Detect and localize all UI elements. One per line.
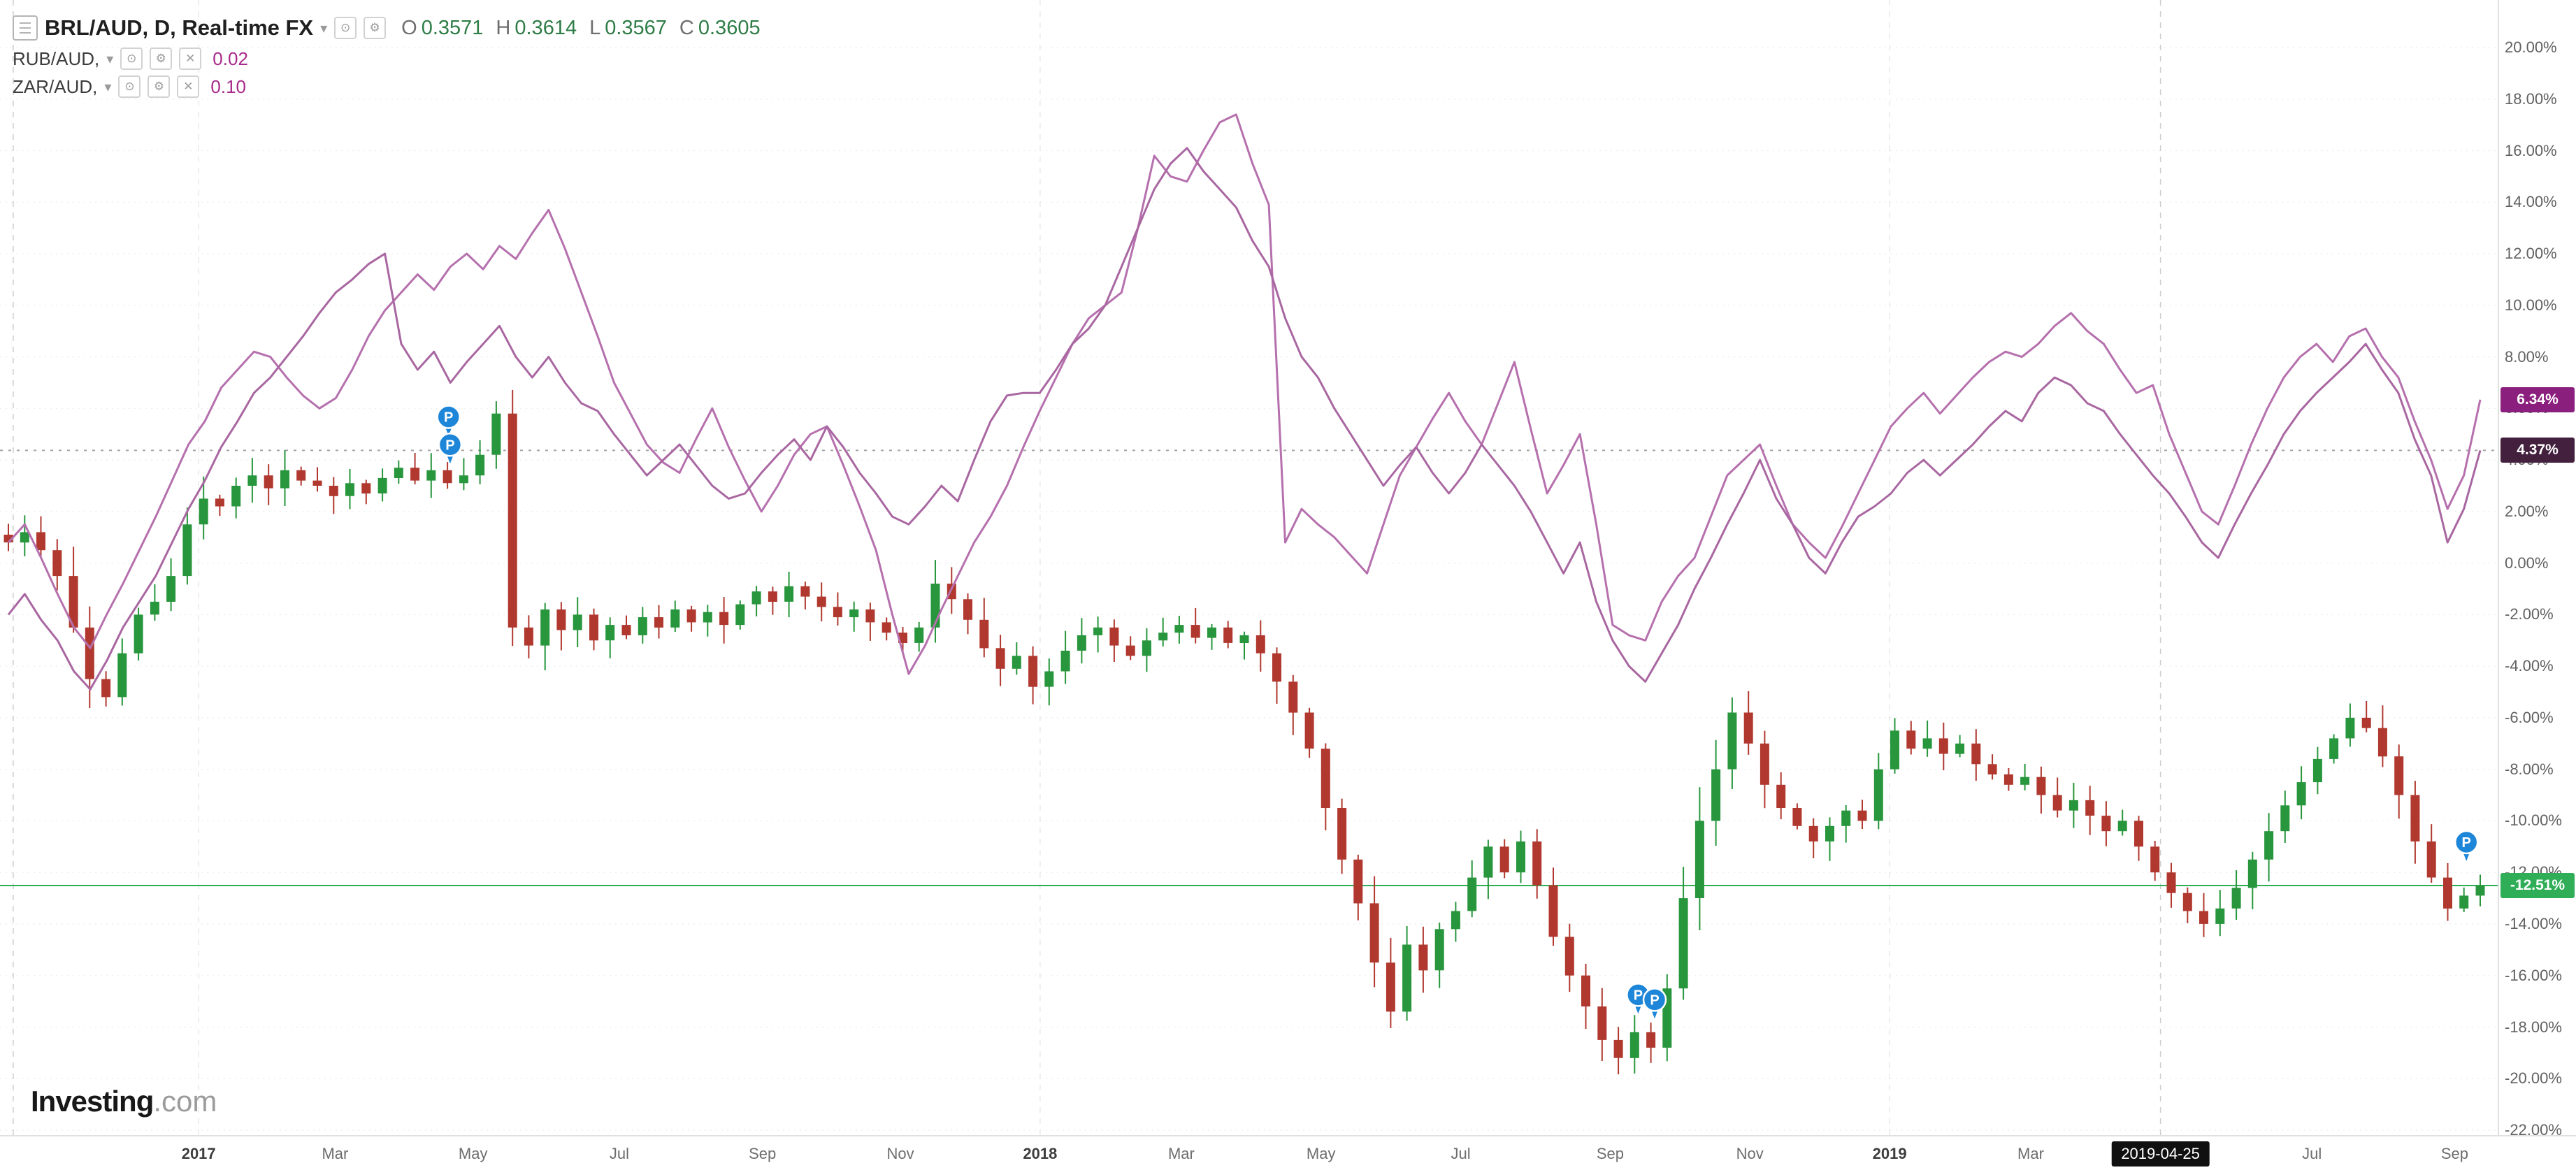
price-axis[interactable]: 20.00% 18.00% 16.00% 14.00% 12.00% 10.00% 8.00… [2498, 0, 2576, 1139]
open-label: O [401, 16, 417, 39]
line-series-zar-aud [7, 147, 2482, 691]
y-axis-label: -4.00% [2505, 657, 2554, 675]
close-value: 0.3605 [698, 16, 761, 39]
main-symbol-row: BRL/AUD, D, Real-time FX ▾ ⊙ ⚙ O 0.3571 H… [13, 14, 761, 42]
x-axis-label: Nov [886, 1145, 914, 1162]
pin-letter: P [1650, 992, 1659, 1008]
y-axis-label: -8.00% [2505, 760, 2554, 778]
chart-canvas[interactable]: PPP PP [0, 0, 2499, 1135]
pin-letter: P [1634, 988, 1643, 1003]
time-axis[interactable]: 2017 Mar May Jul Sep Nov 2018 Mar May Jul Sep Nov 20… [0, 1135, 2576, 1170]
pin-letter: P [444, 410, 453, 426]
x-axis-label: Mar [322, 1145, 349, 1162]
overlay-symbol-rubaud[interactable]: RUB/AUD, [13, 48, 100, 69]
chevron-down-icon[interactable]: ▾ [104, 79, 112, 95]
investing-logo[interactable]: Investing.com [31, 1085, 217, 1118]
eye-icon[interactable]: ⊙ [120, 48, 143, 70]
y-axis-label: -10.00% [2505, 811, 2562, 830]
open-value: 0.3571 [421, 16, 484, 39]
ohlc-values: O 0.3571 H 0.3614 L 0.3567 C 0.3605 [401, 17, 760, 40]
close-icon[interactable]: ✕ [177, 75, 200, 98]
chevron-down-icon[interactable]: ▾ [320, 20, 328, 36]
x-axis-label: Sep [749, 1145, 777, 1162]
x-axis-label: May [1306, 1145, 1336, 1162]
x-axis-label: Mar [2017, 1145, 2044, 1162]
pin-letter: P [2462, 835, 2471, 851]
line-series-rub-aud [7, 113, 2482, 675]
high-value: 0.3614 [515, 16, 577, 39]
eye-icon[interactable]: ⊙ [118, 75, 141, 98]
y-axis-label: -2.00% [2505, 605, 2554, 623]
position-pin[interactable]: P [2454, 830, 2479, 861]
pin-circle [436, 405, 461, 429]
overlay-value-rubaud: 0.02 [213, 48, 248, 69]
overlay-symbol-zaraud[interactable]: ZAR/AUD, [13, 75, 98, 97]
x-axis-label: 2019 [1872, 1145, 1907, 1162]
y-axis-label: 10.00% [2505, 296, 2557, 314]
gear-icon[interactable]: ⚙ [150, 48, 173, 70]
pin-letter: P [445, 438, 454, 453]
y-axis-label: 20.00% [2505, 38, 2557, 56]
y-axis-label: 0.00% [2505, 554, 2549, 572]
x-axis-label: Nov [1736, 1145, 1764, 1162]
x-axis-label: Jul [1451, 1145, 1471, 1162]
x-axis-label: May [458, 1145, 488, 1162]
x-axis-label: 2018 [1023, 1145, 1058, 1162]
y-axis-label: 2.00% [2505, 502, 2549, 520]
chevron-down-icon[interactable]: ▾ [106, 51, 114, 67]
x-axis-label: Jul [2302, 1145, 2322, 1162]
pin-circle [2454, 830, 2479, 855]
x-axis-label: Mar [1167, 1145, 1195, 1162]
eye-icon[interactable]: ⊙ [334, 17, 357, 39]
logo-text-main: Investing [31, 1085, 154, 1118]
x-axis-label: Jul [609, 1145, 629, 1162]
low-value: 0.3567 [605, 16, 667, 39]
y-axis-label: 18.00% [2505, 89, 2557, 108]
price-badge: 6.34% [2501, 387, 2575, 412]
y-axis-label: -20.00% [2505, 1069, 2562, 1088]
x-axis-label: 2017 [181, 1145, 216, 1162]
chart-legend: BRL/AUD, D, Real-time FX ▾ ⊙ ⚙ O 0.3571 H… [13, 14, 761, 98]
gear-icon[interactable]: ⚙ [364, 17, 387, 39]
low-label: L [589, 16, 601, 39]
y-axis-label: -16.00% [2505, 966, 2562, 984]
y-axis-label: 14.00% [2505, 193, 2557, 211]
chart-panel-icon[interactable] [13, 15, 38, 41]
y-axis-label: -6.00% [2505, 708, 2554, 726]
symbol-title[interactable]: BRL/AUD, D, Real-time FX [45, 15, 314, 40]
logo-text-suffix: .com [153, 1085, 217, 1118]
price-badge: 4.37% [2501, 438, 2575, 463]
y-axis-label: 16.00% [2505, 141, 2557, 159]
position-pin[interactable]: P [436, 405, 461, 436]
position-pin[interactable]: P [1642, 988, 1667, 1019]
overlay-value-zaraud: 0.10 [210, 75, 246, 97]
y-axis-label: -14.00% [2505, 915, 2562, 932]
candlestick-series-brl-aud [3, 389, 2485, 1075]
gear-icon[interactable]: ⚙ [147, 75, 171, 98]
close-label: C [679, 16, 694, 39]
pin-circle [438, 433, 463, 457]
date-marker-label[interactable]: 2019-04-25 [2111, 1141, 2210, 1167]
panel-lines-icon [20, 27, 31, 29]
y-axis-label: -18.00% [2505, 1018, 2562, 1036]
y-axis-label: 12.00% [2505, 245, 2557, 262]
x-axis-label: Sep [1596, 1145, 1624, 1162]
close-icon[interactable]: ✕ [179, 48, 202, 70]
position-pin[interactable]: P [438, 433, 463, 464]
overlay-row-rubaud: RUB/AUD, ▾ ⊙ ⚙ ✕ 0.02 [13, 48, 761, 70]
overlay-row-zaraud: ZAR/AUD, ▾ ⊙ ⚙ ✕ 0.10 [13, 75, 761, 98]
high-label: H [496, 16, 511, 39]
x-axis-label: Sep [2440, 1145, 2468, 1162]
pin-circle [1642, 988, 1667, 1012]
y-axis-label: 8.00% [2505, 347, 2549, 366]
price-badge: -12.51% [2501, 873, 2575, 898]
